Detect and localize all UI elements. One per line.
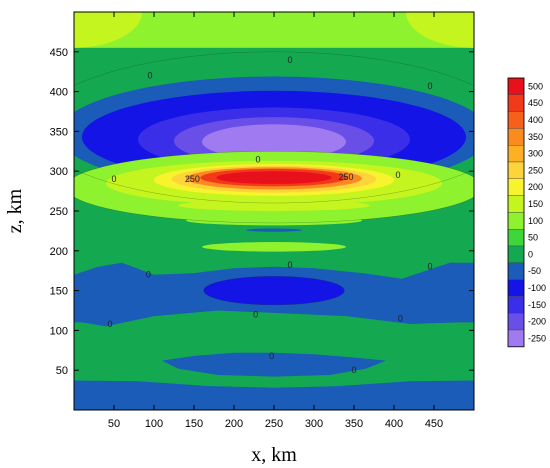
contour-label: 0 [255, 154, 260, 164]
colorbar-swatch [507, 77, 525, 95]
y-tick-label: 400 [50, 87, 68, 99]
contour-label: 0 [146, 270, 151, 280]
colorbar-swatch [507, 161, 525, 179]
contour-label: 0 [287, 55, 292, 65]
y-tick-label: 350 [50, 126, 68, 138]
colorbar-swatch [507, 245, 525, 263]
colorbar-swatch [507, 329, 525, 347]
colorbar-swatch [507, 279, 525, 297]
contour-bottom-blue [74, 380, 474, 410]
contour-label: 0 [111, 174, 116, 184]
contour-warm-red [216, 171, 332, 184]
y-axis-title: z, km [4, 188, 26, 233]
contour-mid-light-band-1 [178, 199, 370, 211]
x-axis-title: x, km [251, 444, 297, 466]
colorbar-swatch [507, 144, 525, 163]
contour-label: 0 [351, 365, 356, 375]
y-tick-label: 100 [50, 325, 68, 337]
colorbar-label: 300 [528, 149, 543, 159]
colorbar-label: 0 [528, 249, 533, 259]
colorbar-label: 250 [528, 165, 543, 175]
colorbar-label: -250 [528, 333, 546, 343]
colorbar-label: -150 [528, 300, 546, 310]
y-tick-label: 250 [50, 206, 68, 218]
colorbar-swatch [507, 195, 525, 213]
colorbar-swatch [507, 228, 525, 247]
colorbar-label: 50 [528, 233, 538, 243]
colorbar-label: 100 [528, 216, 543, 226]
contour-label: 0 [427, 262, 432, 272]
contour-lower-blue [162, 352, 386, 377]
colorbar-label: -50 [528, 266, 541, 276]
contour-label: 0 [269, 351, 274, 361]
colorbar-swatch [507, 296, 525, 314]
contour-line [74, 51, 474, 204]
colorbar-swatch [507, 94, 525, 112]
x-tick-label: 350 [345, 418, 363, 430]
colorbar-swatch [507, 212, 525, 230]
contour-mid-light-band-2 [186, 215, 362, 226]
colorbar-label: 500 [528, 81, 543, 91]
contour-label: 250 [338, 172, 353, 182]
contour-label: 0 [147, 71, 152, 81]
contour-mid-thin-blue [246, 228, 302, 232]
contour-label: 0 [253, 309, 258, 319]
contour-upper-lavender [202, 124, 346, 160]
y-tick-label: 150 [50, 286, 68, 298]
contour-label: 0 [107, 319, 112, 329]
colorbar-label: -200 [528, 317, 546, 327]
x-tick-label: 400 [385, 418, 403, 430]
contour-label: 0 [427, 81, 432, 91]
colorbar-swatch [507, 262, 525, 280]
colorbar: 500450400350300250200150100500-50-100-15… [507, 77, 546, 348]
colorbar-label: 350 [528, 132, 543, 142]
contour-mid-light-band-3 [202, 242, 346, 252]
contour-middle-blue [203, 276, 345, 305]
contour-label: 0 [398, 313, 403, 323]
contour-line [74, 151, 474, 224]
y-tick-label: 300 [50, 166, 68, 178]
colorbar-label: 400 [528, 115, 543, 125]
x-tick-label: 50 [108, 418, 120, 430]
y-tick-label: 450 [50, 47, 68, 59]
colorbar-swatch [507, 313, 525, 331]
y-tick-label: 200 [50, 246, 68, 258]
contour-lines [74, 51, 474, 306]
x-tick-label: 100 [145, 418, 163, 430]
x-tick-label: 300 [305, 418, 323, 430]
colorbar-label: 150 [528, 199, 543, 209]
x-axis-ticks: 50 100 150 200 250 300 350 400 450 [108, 12, 443, 430]
colorbar-swatch [507, 111, 525, 129]
y-tick-label: 50 [56, 365, 68, 377]
x-tick-label: 150 [185, 418, 203, 430]
colorbar-frame [507, 77, 525, 348]
contour-label: 0 [395, 170, 400, 180]
x-tick-label: 250 [265, 418, 283, 430]
plot-area: 0 0 0 0 0 0 250 250 0 0 0 0 0 0 0 0 [74, 12, 474, 410]
contour-label: 0 [287, 260, 292, 270]
x-tick-label: 450 [425, 418, 443, 430]
contour-top-right-corner [406, 12, 474, 48]
colorbar-label: 450 [528, 98, 543, 108]
colorbar-label: 200 [528, 182, 543, 192]
x-tick-label: 200 [225, 418, 243, 430]
y-axis-ticks: 50 100 150 200 250 300 350 400 450 [50, 47, 474, 377]
contour-top-left-corner [74, 12, 142, 48]
contour-label: 250 [185, 174, 200, 184]
colorbar-label: -100 [528, 283, 546, 293]
colorbar-swatch [507, 128, 525, 146]
contour-line [203, 276, 345, 306]
colorbar-swatch [507, 178, 525, 196]
